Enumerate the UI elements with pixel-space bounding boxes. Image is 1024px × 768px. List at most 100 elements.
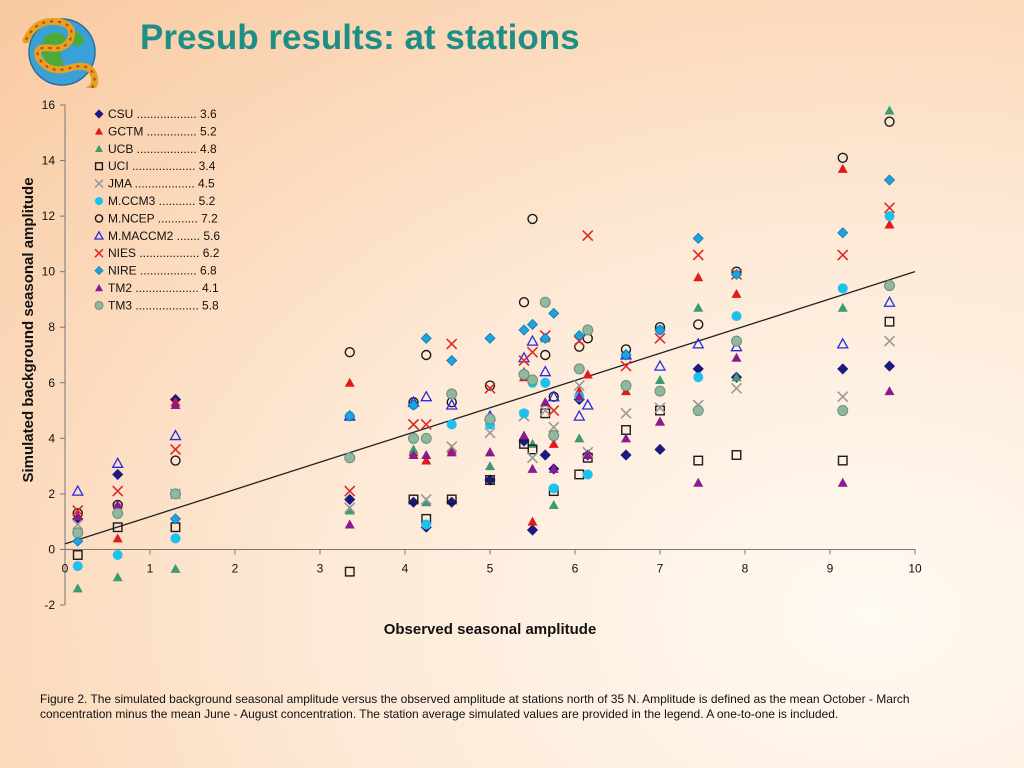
y-tick-label: 6 xyxy=(48,376,55,390)
y-tick-label: -2 xyxy=(44,598,55,612)
data-point xyxy=(693,372,704,383)
data-point xyxy=(654,443,666,456)
data-point xyxy=(485,461,495,471)
data-point xyxy=(344,452,356,464)
data-point xyxy=(446,494,457,505)
data-point xyxy=(72,518,84,531)
legend-marker xyxy=(94,109,104,119)
data-point xyxy=(170,455,181,466)
data-point xyxy=(72,504,84,517)
data-point xyxy=(519,430,529,440)
data-point xyxy=(344,410,356,422)
data-point xyxy=(730,340,743,352)
data-point xyxy=(574,391,585,401)
data-point xyxy=(421,497,432,507)
data-point xyxy=(582,324,594,336)
data-point xyxy=(170,563,181,573)
data-point xyxy=(548,430,560,442)
data-point xyxy=(484,382,496,394)
data-point xyxy=(446,447,457,457)
data-point xyxy=(884,280,895,292)
data-point xyxy=(730,382,743,394)
x-tick-label: 5 xyxy=(487,561,494,575)
x-tick-label: 10 xyxy=(908,561,922,575)
data-point xyxy=(446,419,457,430)
data-point xyxy=(518,297,530,308)
data-point xyxy=(654,385,666,397)
data-point xyxy=(547,390,560,402)
legend-entry: TM3 ................... 5.8 xyxy=(108,298,219,312)
data-point xyxy=(446,496,458,508)
data-point xyxy=(344,502,356,514)
data-point xyxy=(539,404,551,417)
data-point xyxy=(573,363,585,375)
series-csu xyxy=(72,360,896,536)
data-point xyxy=(539,296,551,308)
data-point xyxy=(731,352,742,362)
data-point xyxy=(655,416,665,426)
y-tick-label: 4 xyxy=(48,431,55,445)
data-point xyxy=(731,311,742,322)
data-point xyxy=(445,398,458,410)
y-tick-label: 2 xyxy=(48,487,55,501)
x-tick-label: 0 xyxy=(62,561,69,575)
data-point xyxy=(548,438,559,448)
data-point xyxy=(72,527,84,539)
data-point xyxy=(484,413,496,425)
data-point xyxy=(344,377,355,387)
data-point xyxy=(421,450,432,459)
data-point xyxy=(883,335,896,347)
data-point xyxy=(582,369,593,379)
data-point xyxy=(539,332,551,344)
data-point xyxy=(548,421,560,433)
data-point xyxy=(582,229,594,242)
legend-entry: TM2 ................... 4.1 xyxy=(108,281,219,295)
data-point xyxy=(731,450,742,460)
data-point xyxy=(484,427,496,439)
data-point xyxy=(540,408,551,419)
data-point xyxy=(446,354,458,367)
data-point xyxy=(421,519,432,530)
series-tm2 xyxy=(72,352,895,529)
data-point xyxy=(837,391,849,403)
data-point xyxy=(692,405,704,417)
legend-entry: M.NCEP ............ 7.2 xyxy=(108,211,218,225)
data-point xyxy=(693,477,704,487)
data-point xyxy=(407,418,420,431)
data-point xyxy=(837,405,849,417)
data-point xyxy=(408,450,419,459)
data-point xyxy=(169,513,182,525)
data-point xyxy=(518,354,530,367)
data-point xyxy=(693,319,704,330)
data-point xyxy=(836,337,849,349)
data-point xyxy=(883,360,896,372)
data-point xyxy=(540,377,551,388)
data-point xyxy=(837,363,849,375)
data-point xyxy=(539,449,551,461)
y-axis-label: Simulated background seasonal amplitude xyxy=(20,177,37,482)
x-tick-label: 8 xyxy=(742,561,749,575)
data-point xyxy=(112,468,124,481)
legend-marker xyxy=(94,300,104,310)
data-point xyxy=(112,522,123,533)
data-point xyxy=(420,432,432,444)
data-point xyxy=(112,500,123,509)
data-point xyxy=(170,533,181,544)
data-point xyxy=(548,483,559,494)
data-point xyxy=(621,433,631,443)
data-point xyxy=(573,409,586,421)
data-point xyxy=(519,438,529,449)
data-point xyxy=(72,535,84,547)
data-point xyxy=(527,516,538,526)
series-tm3 xyxy=(72,280,895,539)
data-point xyxy=(344,347,355,358)
data-point xyxy=(693,272,704,282)
data-point xyxy=(344,505,355,515)
data-point xyxy=(620,407,632,419)
data-point xyxy=(446,388,458,400)
data-point xyxy=(884,211,895,222)
legend-entry: CSU .................. 3.6 xyxy=(108,107,217,121)
data-point xyxy=(112,550,123,560)
data-point xyxy=(484,474,496,486)
